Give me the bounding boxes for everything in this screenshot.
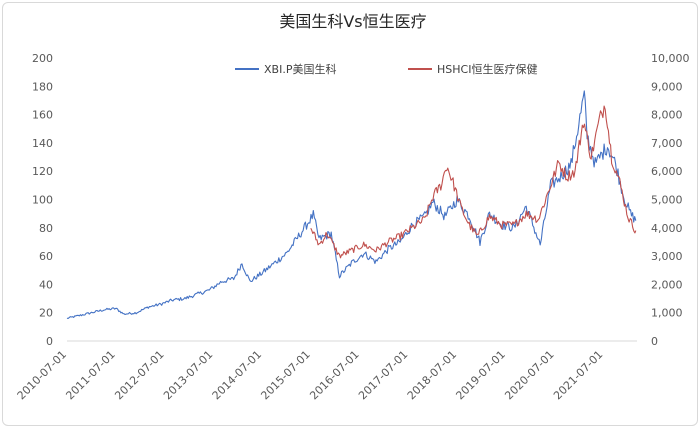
- x-tick-label: 2017-07-01: [356, 348, 410, 402]
- legend: XBI.P美国生科 HSHCI恒生医疗保健: [235, 62, 537, 76]
- chart-title: 美国生科Vs恒生医疗: [279, 12, 426, 31]
- y-right-tick-label: 2,000: [651, 278, 683, 291]
- y-right-tick-label: 3,000: [651, 250, 683, 263]
- y-right-tick-label: 1,000: [651, 307, 683, 320]
- y-right-tick-label: 8,000: [651, 109, 683, 122]
- y-left-tick-label: 0: [46, 335, 53, 348]
- y-left-tick-label: 120: [32, 165, 53, 178]
- y-right-tick-label: 4,000: [651, 222, 683, 235]
- y-left-tick-label: 80: [39, 222, 53, 235]
- x-tick-label: 2015-07-01: [258, 348, 312, 402]
- x-tick-label: 2010-07-01: [15, 348, 69, 402]
- legend-label: XBI.P美国生科: [264, 62, 336, 76]
- y-right-tick-label: 7,000: [651, 137, 683, 150]
- y-left-tick-label: 160: [32, 109, 53, 122]
- x-tick-label: 2016-07-01: [307, 348, 361, 402]
- x-tick-label: 2014-07-01: [210, 348, 264, 402]
- x-tick-label: 2018-07-01: [405, 348, 459, 402]
- x-tick-label: 2012-07-01: [112, 348, 166, 402]
- series-layer: [66, 90, 637, 320]
- x-tick-label: 2020-07-01: [502, 348, 556, 402]
- x-tick-label: 2021-07-01: [551, 348, 605, 402]
- y-left-tick-label: 100: [32, 194, 53, 207]
- axes: 0 20 40 60 80 100 120 140 160 180 200 0 1,000 2,000 3,…: [15, 52, 690, 402]
- x-tick-label: 2019-07-01: [453, 348, 507, 402]
- legend-label: HSHCI恒生医疗保健: [437, 62, 537, 76]
- y-right-tick-label: 6,000: [651, 165, 683, 178]
- y-left-tick-label: 20: [39, 307, 53, 320]
- x-tick-label: 2011-07-01: [63, 348, 117, 402]
- y-left-tick-label: 180: [32, 80, 53, 93]
- y-left-tick-label: 200: [32, 52, 53, 65]
- series-line-1: [66, 90, 637, 320]
- series-line-2: [310, 105, 637, 259]
- y-left-tick-label: 140: [32, 137, 53, 150]
- y-right-tick-label: 0: [651, 335, 658, 348]
- y-right-tick-label: 9,000: [651, 80, 683, 93]
- y-left-tick-label: 40: [39, 278, 53, 291]
- y-right-tick-label: 5,000: [651, 194, 683, 207]
- y-right-tick-label: 10,000: [651, 52, 690, 65]
- x-tick-label: 2013-07-01: [161, 348, 215, 402]
- chart-canvas: 美国生科Vs恒生医疗 0 20 40 60 80 100 120 140 160 180 200 0 1…: [15, 12, 690, 402]
- y-left-tick-label: 60: [39, 250, 53, 263]
